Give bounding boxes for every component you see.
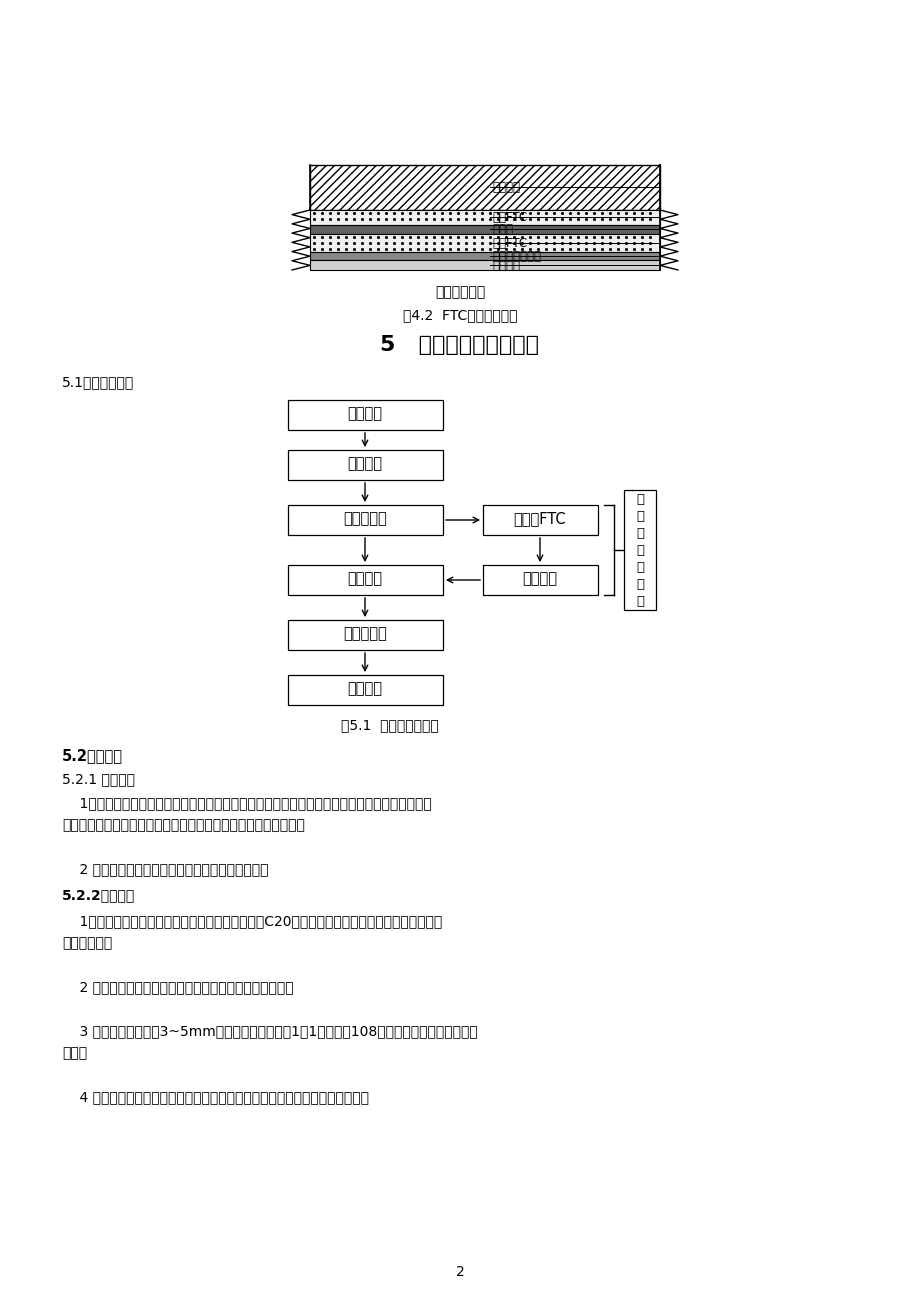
Text: 5.1施工工艺流程: 5.1施工工艺流程 bbox=[62, 375, 134, 389]
Text: 钉钢板网: 钉钢板网 bbox=[522, 572, 557, 586]
Text: 面层施工: 面层施工 bbox=[347, 681, 382, 697]
Text: 贴饼、冲筋: 贴饼、冲筋 bbox=[343, 512, 387, 526]
Bar bbox=[482, 565, 597, 595]
Text: 砂浆及杂物。: 砂浆及杂物。 bbox=[62, 936, 112, 950]
Bar bbox=[288, 505, 443, 535]
Bar bbox=[288, 620, 443, 650]
Text: 底层FTC: 底层FTC bbox=[492, 211, 527, 224]
Text: 压贴网格布: 压贴网格布 bbox=[343, 626, 387, 642]
Text: 主体结构: 主体结构 bbox=[492, 181, 519, 194]
Text: 顶棚保温体系: 顶棚保温体系 bbox=[435, 285, 484, 299]
Text: 5.2操作要点: 5.2操作要点 bbox=[62, 749, 123, 763]
Text: 5.2.2基层处理: 5.2.2基层处理 bbox=[62, 888, 135, 902]
Text: 外: 外 bbox=[635, 527, 643, 540]
Bar bbox=[310, 253, 659, 260]
Bar bbox=[288, 400, 443, 430]
Text: 棚: 棚 bbox=[635, 595, 643, 608]
Bar bbox=[310, 225, 659, 234]
Bar bbox=[310, 234, 659, 253]
Text: 抹底层FTC: 抹底层FTC bbox=[513, 512, 566, 526]
Text: 分层涂抹: 分层涂抹 bbox=[347, 572, 382, 586]
Bar bbox=[482, 505, 597, 535]
Text: 2 机具准备：常用抹灰工具及抹灰专用检测工具。: 2 机具准备：常用抹灰工具及抹灰专用检测工具。 bbox=[62, 862, 268, 876]
Text: 2 清理混凝土墙面上残留的浮灰、脱模剂、油污等杂物。: 2 清理混凝土墙面上残留的浮灰、脱模剂、油污等杂物。 bbox=[62, 980, 293, 993]
Text: 压入耐碱玻纤网: 压入耐碱玻纤网 bbox=[492, 250, 540, 263]
Text: 顶: 顶 bbox=[635, 578, 643, 591]
Text: 扫毛。: 扫毛。 bbox=[62, 1046, 87, 1060]
Text: 配制浆料: 配制浆料 bbox=[347, 457, 382, 471]
Bar bbox=[310, 210, 659, 225]
Bar bbox=[310, 165, 659, 210]
Text: 1对砌体填充墙进行全面检查，对脚手架孔洞采用C20细石混凝土进行填塞，剔除砌体表面粘接: 1对砌体填充墙进行全面检查，对脚手架孔洞采用C20细石混凝土进行填塞，剔除砌体表… bbox=[62, 914, 442, 928]
Text: 图4.2  FTC保温系统构造: 图4.2 FTC保温系统构造 bbox=[403, 309, 516, 322]
Text: 于: 于 bbox=[635, 509, 643, 522]
Text: 钢丝网: 钢丝网 bbox=[492, 223, 513, 236]
Text: 5.2.1 施工准备: 5.2.1 施工准备 bbox=[62, 772, 135, 786]
Text: 1技术准备：施工前应认真查阅施工图纸，将施工中碰到的难题在施工前解决。提前分析确定施: 1技术准备：施工前应认真查阅施工图纸，将施工中碰到的难题在施工前解决。提前分析确… bbox=[62, 796, 431, 810]
Text: 2: 2 bbox=[455, 1266, 464, 1279]
Bar bbox=[623, 490, 655, 611]
Text: 4 施工前应提前浇水湿润，确保与保温层粘结良好，不出现空鼓、裂缝现象。: 4 施工前应提前浇水湿润，确保与保温层粘结良好，不出现空鼓、裂缝现象。 bbox=[62, 1090, 369, 1104]
Bar bbox=[288, 565, 443, 595]
Bar bbox=[288, 674, 443, 704]
Text: 外墙涂料: 外墙涂料 bbox=[492, 259, 519, 272]
Text: 基层处理: 基层处理 bbox=[347, 406, 382, 422]
Text: 用: 用 bbox=[635, 492, 643, 505]
Text: 工中的难点及需要着重注意的部分，绘制各节点构造做法大样图。: 工中的难点及需要着重注意的部分，绘制各节点构造做法大样图。 bbox=[62, 818, 304, 832]
Bar bbox=[310, 260, 659, 270]
Text: 及: 及 bbox=[635, 561, 643, 574]
Text: 图5.1  施工工艺流程图: 图5.1 施工工艺流程图 bbox=[341, 717, 438, 732]
Bar bbox=[288, 450, 443, 480]
Text: 面层FTC: 面层FTC bbox=[492, 237, 527, 250]
Text: 5   施工工艺及操作要点: 5 施工工艺及操作要点 bbox=[380, 335, 539, 355]
Text: 3 混凝土结构表面抹3~5mm专用界面砂浆，或用1：1水泥砂用108胶搅拌均匀后将混凝土墙面: 3 混凝土结构表面抹3~5mm专用界面砂浆，或用1：1水泥砂用108胶搅拌均匀后… bbox=[62, 1023, 477, 1038]
Text: 墙: 墙 bbox=[635, 544, 643, 557]
